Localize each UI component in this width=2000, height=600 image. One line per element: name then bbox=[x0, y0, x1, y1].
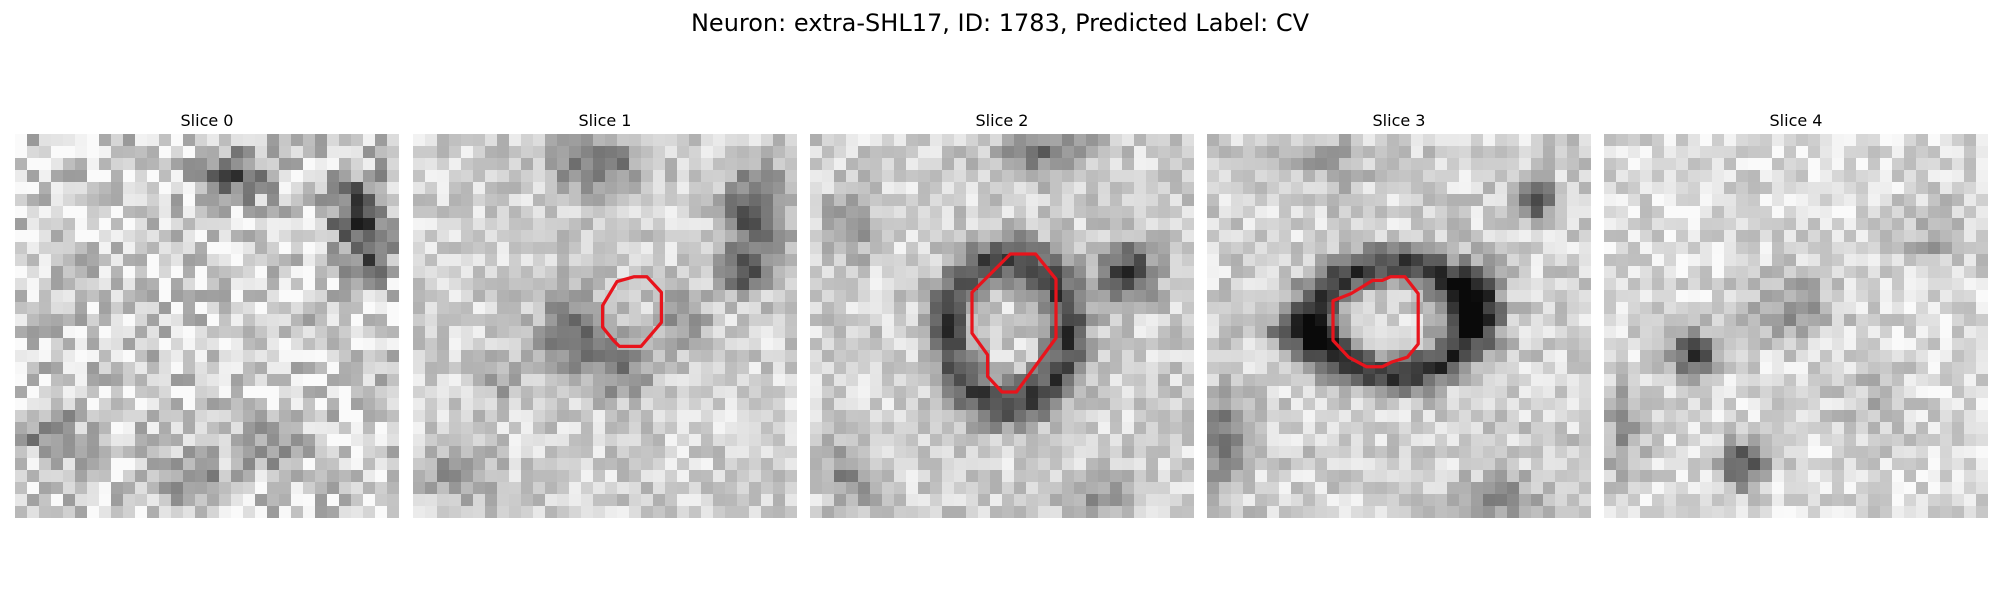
slice-panel-2: Slice 2 bbox=[810, 108, 1194, 518]
nucleus-contour bbox=[970, 252, 1058, 394]
nucleus-contour bbox=[1331, 275, 1420, 369]
slice-panel-3: Slice 3 bbox=[1207, 108, 1591, 518]
slice-panel-1: Slice 1 bbox=[413, 108, 797, 518]
slice-image-3 bbox=[1207, 134, 1591, 518]
slice-title-3: Slice 3 bbox=[1372, 111, 1426, 130]
slice-image-1 bbox=[413, 134, 797, 518]
slice-image-2 bbox=[810, 134, 1194, 518]
slice-image-0 bbox=[15, 134, 399, 518]
figure-title: Neuron: extra-SHL17, ID: 1783, Predicted… bbox=[690, 9, 1310, 37]
nucleus-contour bbox=[600, 275, 664, 349]
slice-title-2: Slice 2 bbox=[975, 111, 1029, 130]
slice-panel-4: Slice 4 bbox=[1604, 108, 1988, 518]
slice-image-4 bbox=[1604, 134, 1988, 518]
slice-title-1: Slice 1 bbox=[578, 111, 632, 130]
slice-title-0: Slice 0 bbox=[180, 111, 234, 130]
slice-panel-0: Slice 0 bbox=[15, 108, 399, 518]
slice-title-4: Slice 4 bbox=[1769, 111, 1823, 130]
